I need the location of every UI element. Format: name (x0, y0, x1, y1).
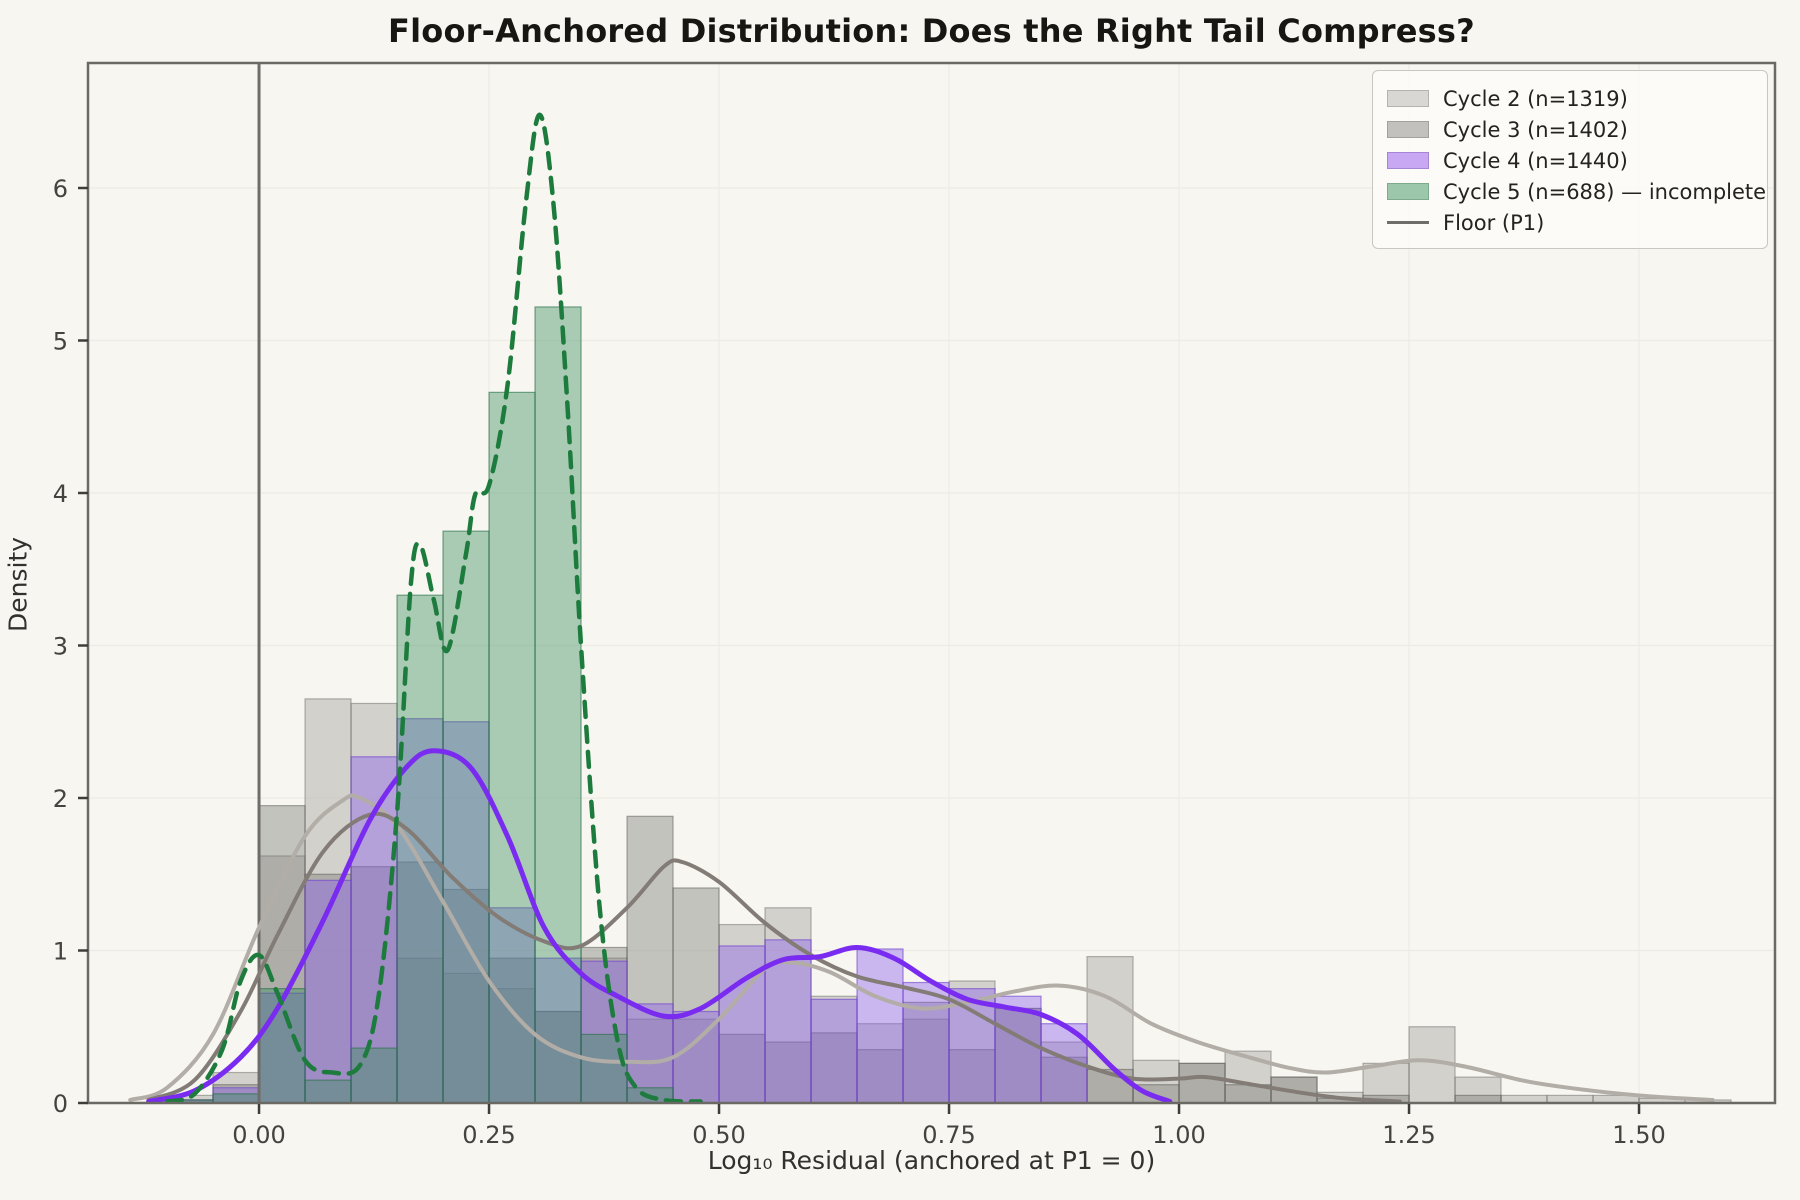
legend-label: Cycle 2 (n=1319) (1443, 86, 1628, 111)
legend-floor-line-icon (1387, 221, 1429, 224)
y-tick-label: 3 (53, 633, 68, 661)
y-tick-label: 4 (53, 480, 68, 508)
x-tick-label: 0.50 (692, 1121, 745, 1149)
legend-label: Cycle 5 (n=688) — incomplete (1443, 179, 1767, 204)
y-tick-label: 0 (53, 1090, 68, 1118)
legend-swatch-cycle-3-icon (1387, 121, 1429, 138)
x-tick-label: 1.00 (1152, 1121, 1205, 1149)
legend-item-cycle-2: Cycle 2 (n=1319) (1387, 83, 1751, 114)
y-axis-label: Density (3, 536, 33, 633)
kde-cycle-5 (164, 112, 703, 1104)
y-tick-label: 5 (53, 328, 68, 356)
kde-cycle-2 (128, 793, 1715, 1102)
x-tick-label: 0.00 (232, 1121, 285, 1149)
histogram-cycle-5 (166, 306, 674, 1104)
legend-item-cycle-5: Cycle 5 (n=688) — incomplete (1387, 176, 1766, 207)
legend-label: Cycle 4 (n=1440) (1443, 148, 1628, 173)
legend-swatch-cycle-5-icon (1387, 183, 1429, 200)
legend-label: Cycle 3 (n=1402) (1443, 117, 1628, 142)
plot-border (86, 61, 1777, 1105)
y-tick-label: 1 (53, 938, 68, 966)
legend-item-cycle-4: Cycle 4 (n=1440) (1387, 145, 1751, 176)
x-axis-label: Log₁₀ Residual (anchored at P1 = 0) (707, 1146, 1156, 1175)
axis-ticks: 0.00 0.25 0.50 0.75 1.00 1.25 1.50 0 1 2 3 4 5 6 (53, 175, 1666, 1149)
x-tick-label: 0.25 (462, 1121, 515, 1149)
legend-item-floor: Floor (P1) (1387, 207, 1751, 238)
kde-cycle-4 (146, 748, 1173, 1104)
legend-swatch-cycle-2-icon (1387, 90, 1429, 107)
x-tick-label: 0.75 (922, 1121, 975, 1149)
histogram-cycle-2 (166, 698, 1732, 1104)
x-tick-label: 1.50 (1612, 1121, 1665, 1149)
chart-title: Floor-Anchored Distribution: Does the Ri… (388, 12, 1475, 50)
legend-label: Floor (P1) (1443, 210, 1545, 235)
y-tick-label: 6 (53, 175, 68, 203)
x-tick-label: 1.25 (1382, 1121, 1435, 1149)
legend: Cycle 2 (n=1319) Cycle 3 (n=1402) Cycle … (1372, 70, 1768, 249)
kde-cycle-3 (146, 811, 1402, 1104)
legend-swatch-cycle-4-icon (1387, 152, 1429, 169)
legend-item-cycle-3: Cycle 3 (n=1402) (1387, 114, 1751, 145)
y-tick-label: 2 (53, 785, 68, 813)
